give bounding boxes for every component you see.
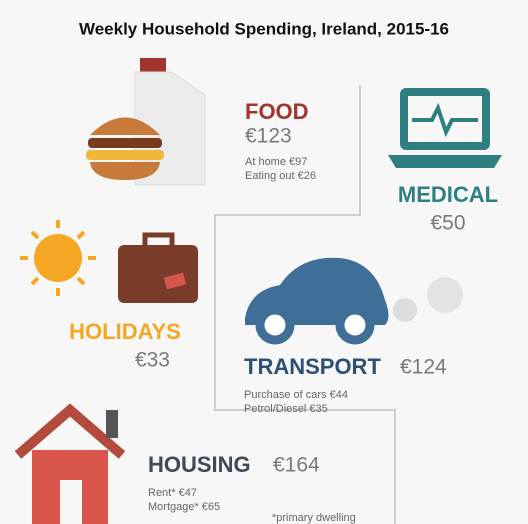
door [60,480,82,524]
transport-amount: €124 [400,356,447,379]
transport-detail: Purchase of cars €44 [244,389,348,401]
medical-label: MEDICAL [398,182,498,207]
page: Weekly Household Spending, Ireland, 2015… [0,0,528,524]
holidays-amount: €33 [135,349,170,372]
infographic: Weekly Household Spending, Ireland, 2015… [0,0,528,524]
housing-amount: €164 [273,454,320,477]
wheel [260,310,290,340]
smoke [393,298,417,322]
wheel [340,310,370,340]
title: Weekly Household Spending, Ireland, 2015… [79,19,449,38]
transport-detail: Petrol/Diesel €35 [244,403,328,415]
housing-detail: Mortgage* €65 [148,501,220,513]
smoke [427,277,463,313]
laptop-base [388,155,502,168]
patty [88,138,162,148]
chimney [106,410,118,438]
food-detail: Eating out €26 [245,170,316,182]
suitcase [118,245,198,303]
housing-note: *primary dwelling [272,512,356,524]
transport-label: TRANSPORT [244,354,381,379]
food-amount: €123 [245,125,292,148]
sun [34,234,82,282]
housing-label: HOUSING [148,452,251,477]
medical-amount: €50 [430,212,465,235]
housing-detail: Rent* €47 [148,487,197,499]
food-detail: At home €97 [245,156,307,168]
holidays-label: HOLIDAYS [69,319,181,344]
food-label: FOOD [245,99,309,124]
cheese [86,150,164,160]
jug-cap [140,58,166,72]
